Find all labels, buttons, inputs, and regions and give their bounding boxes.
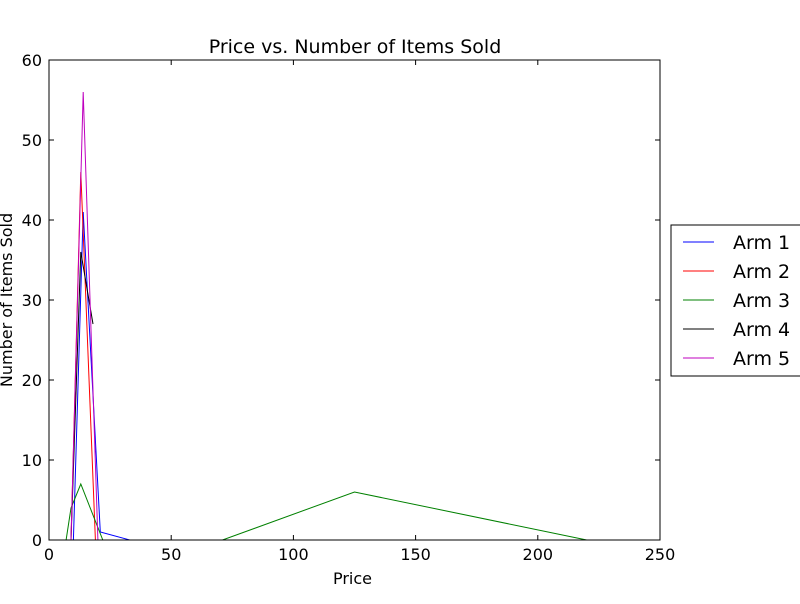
plot-frame — [48, 59, 661, 541]
x-tick-label: 50 — [161, 545, 181, 564]
y-tick-label: 50 — [22, 131, 42, 150]
series-line-3 — [49, 482, 587, 541]
legend-label-2: Arm 2 — [733, 261, 790, 283]
legend-label-5: Arm 5 — [733, 348, 790, 370]
y-tick-label: 20 — [22, 371, 42, 390]
legend-label-3: Arm 3 — [733, 290, 790, 312]
series-layer — [49, 91, 587, 541]
y-tick-label: 10 — [22, 451, 42, 470]
x-tick-label: 100 — [278, 545, 309, 564]
legend-label-4: Arm 4 — [733, 319, 790, 341]
series-line-1 — [49, 211, 221, 541]
y-tick-label: 30 — [22, 291, 42, 310]
legend: Arm 1 Arm 2 Arm 3 Arm 4 Arm 5 — [670, 224, 800, 377]
y-axis-label: Number of Items Sold — [0, 213, 16, 387]
chart-title: Price vs. Number of Items Sold — [209, 36, 502, 58]
x-tick-label: 200 — [523, 545, 554, 564]
y-tick-label: 0 — [32, 531, 42, 550]
x-tick-label: 150 — [400, 545, 431, 564]
x-tick-label: 250 — [645, 545, 676, 564]
x-tick-label: 0 — [44, 545, 54, 564]
series-line-4 — [49, 251, 94, 541]
x-axis-label: Price — [333, 569, 372, 588]
ticks-layer: 0 50 100 150 200 250 0 10 20 30 40 50 60 — [22, 51, 676, 564]
y-tick-label: 60 — [22, 51, 42, 70]
y-tick-label: 40 — [22, 211, 42, 230]
legend-label-1: Arm 1 — [733, 232, 790, 254]
